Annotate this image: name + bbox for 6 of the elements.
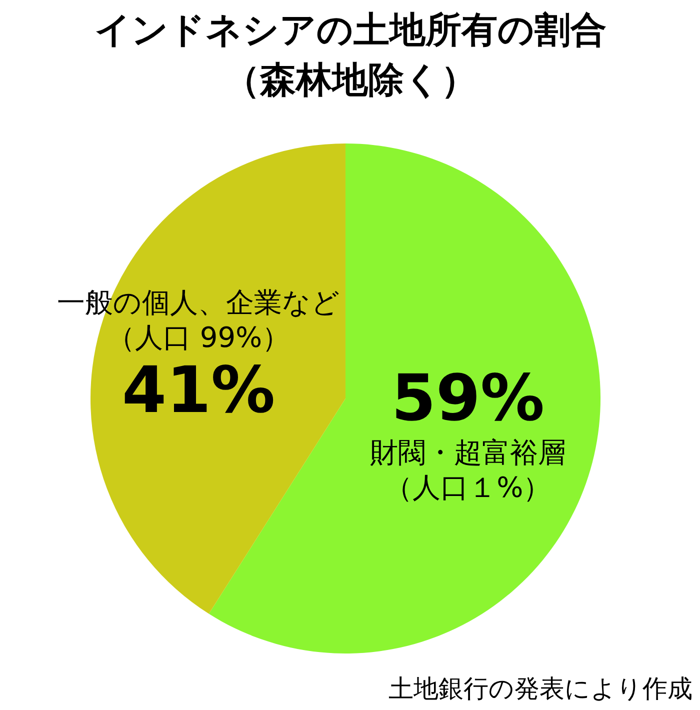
data-label: 41%	[122, 354, 276, 428]
slice-label: 財閥・超富裕層（人口１%）	[370, 436, 566, 504]
data-label: 59%	[391, 362, 545, 436]
chart-subtitle: （森林地除く）	[224, 60, 477, 101]
chart-title: インドネシアの土地所有の割合	[94, 10, 606, 51]
text: 土地銀行の発表により作成	[388, 674, 692, 703]
